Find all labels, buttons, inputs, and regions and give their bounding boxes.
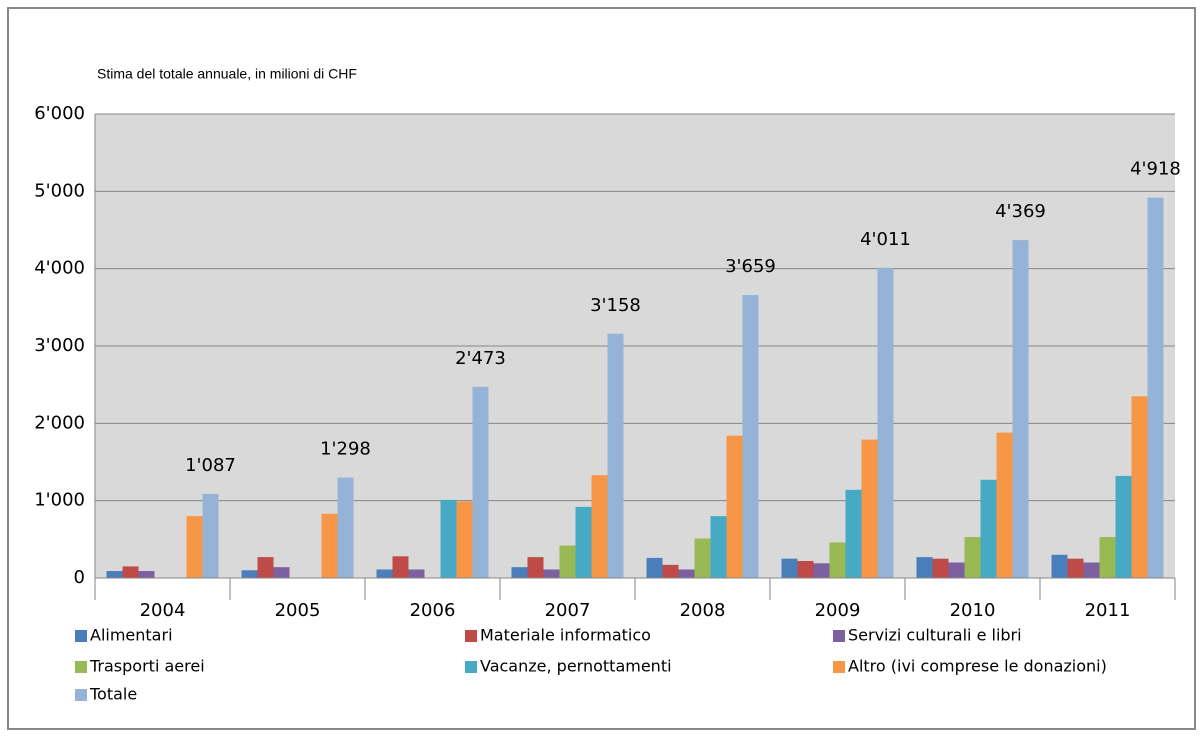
x-tick-label: 2010: [950, 600, 996, 621]
bar: [742, 295, 759, 578]
bar: [607, 333, 624, 578]
bar: [845, 489, 862, 578]
bar: [591, 475, 608, 578]
bar: [980, 479, 997, 578]
bar: [575, 506, 592, 578]
bar: [781, 558, 798, 578]
bar: [1099, 537, 1116, 578]
x-tick-label: 2005: [275, 600, 321, 621]
bar: [376, 569, 393, 578]
legend-label: Vacanze, pernottamenti: [480, 657, 672, 676]
bar: [321, 513, 338, 578]
bar: [1051, 554, 1068, 578]
legend-label: Totale: [89, 685, 137, 704]
y-tick-label: 3'000: [34, 335, 85, 356]
data-label: 4'369: [995, 201, 1046, 222]
bar: [694, 538, 711, 578]
bar: [1083, 562, 1100, 578]
bar: [122, 566, 139, 578]
bar: [241, 570, 258, 578]
bar: [646, 557, 663, 578]
bar: [511, 567, 528, 578]
x-tick-label: 2011: [1085, 600, 1131, 621]
bar: [106, 571, 123, 578]
bar: [964, 537, 981, 578]
bar: [1012, 240, 1029, 578]
data-label: 3'659: [725, 256, 776, 277]
bar: [916, 557, 933, 578]
bar: [797, 560, 814, 578]
data-label: 1'087: [185, 455, 236, 476]
legend-swatch: [75, 630, 87, 642]
bar: [678, 569, 695, 578]
bar: [202, 493, 219, 578]
bar: [1131, 396, 1148, 578]
data-label: 4'011: [860, 229, 911, 250]
x-tick-label: 2007: [545, 600, 591, 621]
legend-swatch: [465, 630, 477, 642]
bar: [337, 477, 354, 578]
bar: [877, 267, 894, 578]
bar: [543, 569, 560, 578]
legend-swatch: [75, 689, 87, 701]
bar: [1067, 558, 1084, 578]
x-tick-label: 2009: [815, 600, 861, 621]
y-tick-label: 4'000: [34, 258, 85, 279]
chart-title: Stima del totale annuale, in milioni di …: [97, 66, 357, 82]
y-tick-label: 5'000: [34, 180, 85, 201]
data-label: 4'918: [1130, 159, 1181, 180]
legend-label: Alimentari: [90, 626, 173, 645]
x-tick-label: 2008: [680, 600, 726, 621]
bar: [186, 516, 203, 578]
legend-label: Trasporti aerei: [89, 657, 205, 676]
bar: [392, 556, 409, 578]
y-tick-label: 6'000: [34, 103, 85, 124]
legend-label: Servizi culturali e libri: [848, 626, 1022, 645]
data-label: 2'473: [455, 348, 506, 369]
legend-swatch: [833, 630, 845, 642]
legend-swatch: [75, 661, 87, 673]
legend-label: Altro (ivi comprese le donazioni): [848, 657, 1107, 676]
legend-label: Materiale informatico: [480, 626, 651, 645]
bar: [257, 557, 274, 578]
y-tick-label: 1'000: [34, 490, 85, 511]
bar: [932, 558, 949, 578]
bar: [710, 516, 727, 578]
bar: [726, 435, 743, 578]
bar: [996, 432, 1013, 578]
bar: [948, 562, 965, 578]
bar: [440, 499, 457, 578]
bar: [527, 557, 544, 578]
bar: [813, 563, 830, 578]
data-label: 3'158: [590, 295, 641, 316]
x-tick-label: 2004: [140, 600, 186, 621]
legend-swatch: [833, 661, 845, 673]
bar: [662, 564, 679, 578]
bar: [1115, 475, 1132, 578]
bar: [472, 386, 489, 578]
bar: [273, 567, 290, 578]
bar: [1147, 197, 1164, 578]
bar: [408, 569, 425, 578]
data-label: 1'298: [320, 439, 371, 460]
x-tick-label: 2006: [410, 600, 456, 621]
bar: [456, 501, 473, 578]
y-tick-label: 2'000: [34, 412, 85, 433]
bar: [861, 439, 878, 578]
y-tick-label: 0: [74, 567, 85, 588]
bar: [138, 571, 155, 578]
bar: [559, 545, 576, 578]
legend-swatch: [465, 661, 477, 673]
bar: [829, 542, 846, 578]
